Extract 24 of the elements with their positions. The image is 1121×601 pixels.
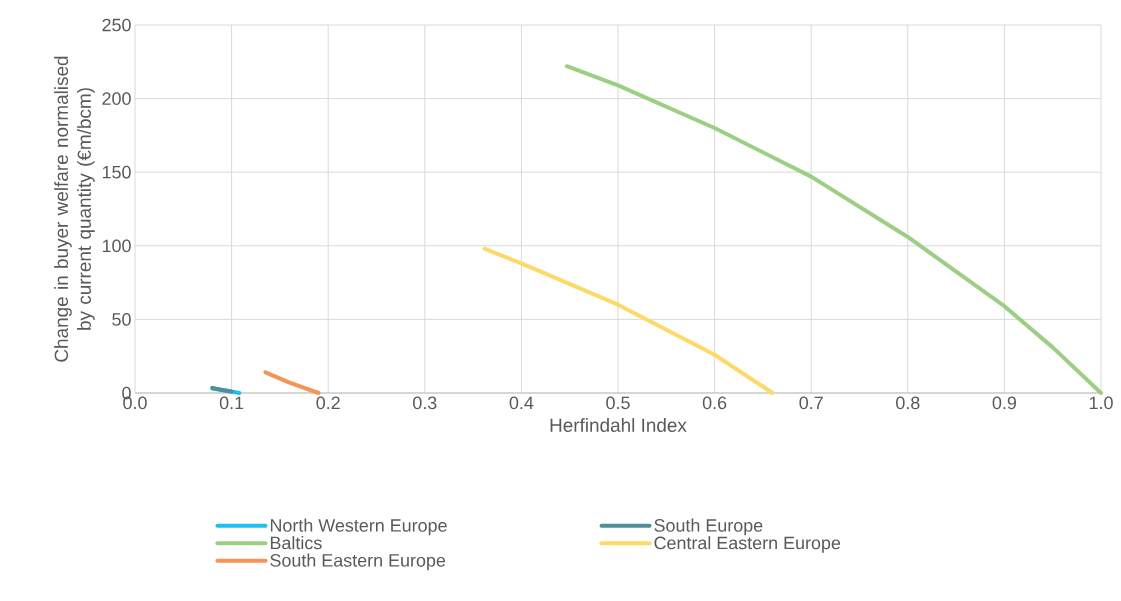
x-tick-label: 0.6 xyxy=(702,396,727,410)
x-tick-label: 0.8 xyxy=(896,396,920,410)
x-tick-label: 0.1 xyxy=(219,396,244,410)
legend-label: North Western Europe xyxy=(270,518,447,536)
line-series xyxy=(482,246,775,395)
legend-label: South Europe xyxy=(654,518,763,536)
line-series xyxy=(564,64,1104,395)
y-tick-label: 250 xyxy=(102,18,131,32)
legend-label: Central Eastern Europe xyxy=(654,536,841,553)
y-axis-title: Change in buyer welfare normalised by current quantity (€m/bcm) xyxy=(54,56,95,362)
y-tick-label: 150 xyxy=(102,165,131,179)
x-axis-title: Herfindahl Index xyxy=(550,418,687,432)
x-tick-label: 0.5 xyxy=(606,396,630,410)
x-tick-label: 1.0 xyxy=(1089,396,1113,410)
x-tick-label: 0.7 xyxy=(799,396,823,410)
legend-label: Baltics xyxy=(270,536,322,550)
y-tick-label: 100 xyxy=(102,239,131,253)
x-tick-label: 0.3 xyxy=(413,396,437,410)
x-tick-label: 0.2 xyxy=(316,396,340,410)
x-tick-label: 0.4 xyxy=(509,396,534,410)
y-tick-label: 50 xyxy=(112,313,131,326)
legend-label: South Eastern Europe xyxy=(270,553,446,571)
y-tick-label: 200 xyxy=(102,92,131,105)
x-tick-label: 0.9 xyxy=(992,396,1017,410)
